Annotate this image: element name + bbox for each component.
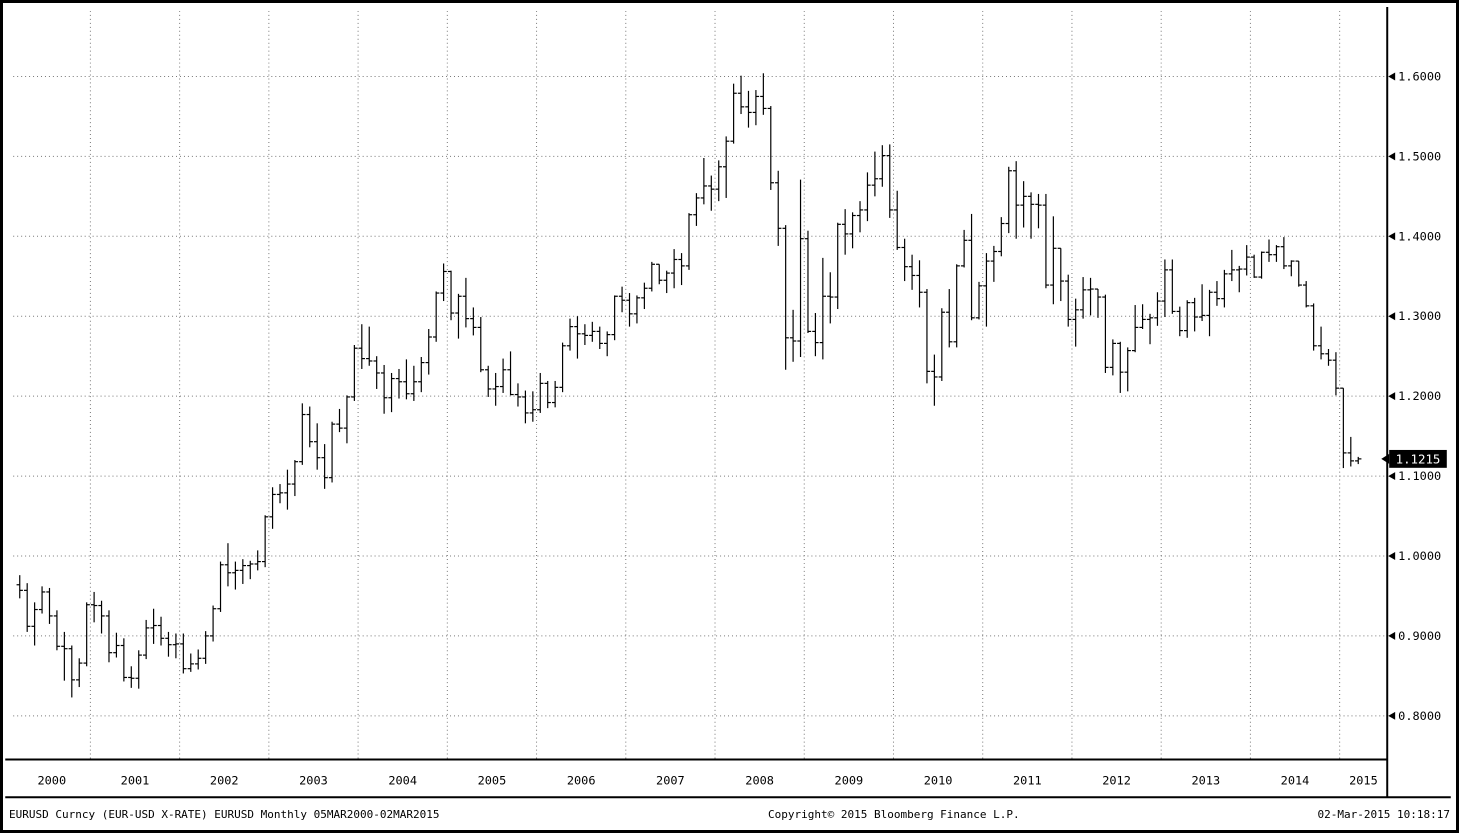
y-tick-arrow-icon [1388, 552, 1396, 560]
svg-text:2013: 2013 [1191, 773, 1220, 787]
svg-text:2003: 2003 [299, 773, 328, 787]
svg-text:1.3000: 1.3000 [1398, 309, 1441, 323]
y-tick-arrow-icon [1388, 312, 1396, 321]
price-chart[interactable]: 1.6000 1.5000 1.4000 1.3000 1.2000 1.1000 1.00… [3, 3, 1456, 830]
svg-text:1.5000: 1.5000 [1398, 149, 1441, 163]
y-tick-arrow-icon [1388, 72, 1396, 81]
svg-text:1.0000: 1.0000 [1398, 549, 1441, 563]
y-tick-arrow-icon [1388, 392, 1396, 401]
y-axis-labels: 1.6000 1.5000 1.4000 1.3000 1.2000 1.1000 1.00… [1388, 69, 1441, 723]
footer-copyright: Copyright© 2015 Bloomberg Finance L.P. [768, 808, 1020, 821]
y-tick-arrow-icon [1388, 472, 1396, 481]
footer-security-info: EURUSD Curncy (EUR-USD X-RATE) EURUSD Mo… [9, 808, 440, 821]
svg-text:2007: 2007 [656, 773, 685, 787]
svg-text:2015: 2015 [1349, 773, 1378, 787]
svg-text:2005: 2005 [478, 773, 507, 787]
svg-text:2014: 2014 [1281, 773, 1310, 787]
svg-text:2009: 2009 [835, 773, 864, 787]
y-tick-arrow-icon [1388, 631, 1396, 640]
axes [5, 6, 1451, 799]
svg-text:2008: 2008 [745, 773, 774, 787]
svg-text:2001: 2001 [121, 773, 150, 787]
y-tick-arrow-icon [1388, 711, 1396, 720]
svg-text:1.1000: 1.1000 [1398, 469, 1441, 483]
gridlines [13, 10, 1388, 760]
y-tick-arrow-icon [1388, 152, 1396, 161]
svg-text:2011: 2011 [1013, 773, 1042, 787]
svg-text:2012: 2012 [1102, 773, 1131, 787]
x-axis-labels: 2000 2001 2002 2003 2004 2005 2006 2007 2008 2009… [37, 773, 1377, 787]
svg-text:2000: 2000 [37, 773, 66, 787]
y-tick-arrow-icon [1388, 232, 1396, 241]
footer-timestamp: 02-Mar-2015 10:18:17 [1317, 808, 1450, 821]
svg-text:1.2000: 1.2000 [1398, 389, 1441, 403]
svg-text:1.4000: 1.4000 [1398, 229, 1441, 243]
svg-text:2002: 2002 [210, 773, 239, 787]
price-bars [16, 73, 1362, 698]
last-price-tag: 1.1215 [1381, 449, 1447, 468]
svg-text:0.8000: 0.8000 [1398, 709, 1441, 723]
last-price-value: 1.1215 [1396, 451, 1441, 466]
last-price-arrow-icon [1381, 453, 1390, 464]
svg-text:2006: 2006 [567, 773, 596, 787]
svg-text:2010: 2010 [924, 773, 953, 787]
svg-text:0.9000: 0.9000 [1398, 629, 1441, 643]
svg-text:1.6000: 1.6000 [1398, 69, 1441, 83]
svg-text:2004: 2004 [388, 773, 417, 787]
footer: EURUSD Curncy (EUR-USD X-RATE) EURUSD Mo… [5, 802, 1454, 828]
